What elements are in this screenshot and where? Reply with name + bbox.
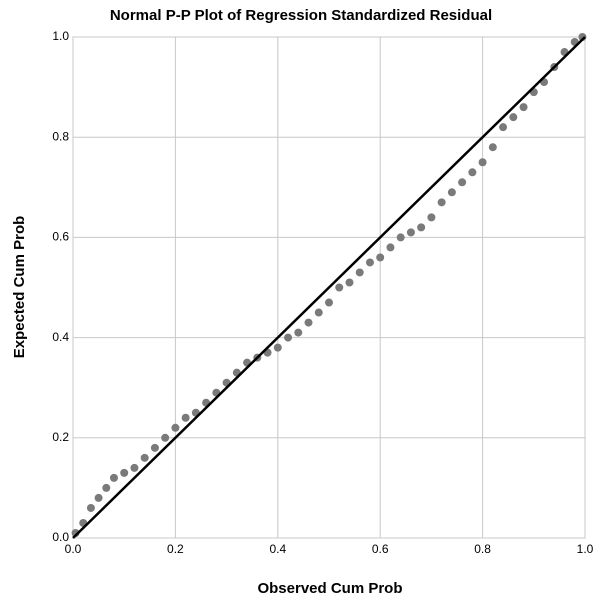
point	[130, 463, 139, 472]
x-tick-label: 0.4	[269, 542, 286, 556]
y-tick-label: 0.6	[52, 230, 69, 244]
point	[86, 503, 95, 512]
reference-line	[72, 36, 586, 539]
point	[102, 483, 111, 492]
point	[376, 253, 385, 262]
point	[365, 258, 374, 267]
point	[171, 423, 180, 432]
point	[396, 233, 405, 242]
y-axis-label: Expected Cum Prob	[11, 216, 28, 359]
point	[335, 283, 344, 292]
point	[94, 493, 103, 502]
x-axis-label: Observed Cum Prob	[257, 580, 402, 597]
point	[519, 103, 528, 112]
point	[499, 123, 508, 132]
y-tick-label: 0.2	[52, 430, 69, 444]
point	[406, 228, 415, 237]
point	[273, 343, 282, 352]
point	[417, 223, 426, 232]
x-tick-label: 1.0	[577, 542, 594, 556]
point	[161, 433, 170, 442]
point	[427, 213, 436, 222]
point	[140, 453, 149, 462]
point	[304, 318, 313, 327]
point	[447, 188, 456, 197]
point	[314, 308, 323, 317]
point	[468, 168, 477, 177]
point	[355, 268, 364, 277]
point	[509, 113, 518, 122]
point	[150, 443, 159, 452]
x-tick-label: 0.2	[167, 542, 184, 556]
point	[437, 198, 446, 207]
point	[109, 473, 118, 482]
point	[294, 328, 303, 337]
point	[386, 243, 395, 252]
point	[284, 333, 293, 342]
point	[181, 413, 190, 422]
y-tick-label: 0.0	[52, 530, 69, 544]
y-tick-label: 0.8	[52, 129, 69, 143]
point	[488, 143, 497, 152]
point	[478, 158, 487, 167]
x-tick-label: 0.0	[65, 542, 82, 556]
point	[120, 468, 129, 477]
y-tick-label: 1.0	[52, 29, 69, 43]
point	[458, 178, 467, 187]
x-tick-label: 0.6	[372, 542, 389, 556]
point	[325, 298, 333, 307]
y-tick-label: 0.4	[52, 330, 69, 344]
x-tick-label: 0.8	[474, 542, 491, 556]
point	[345, 278, 354, 287]
chart-title: Normal P-P Plot of Regression Standardiz…	[110, 7, 492, 24]
